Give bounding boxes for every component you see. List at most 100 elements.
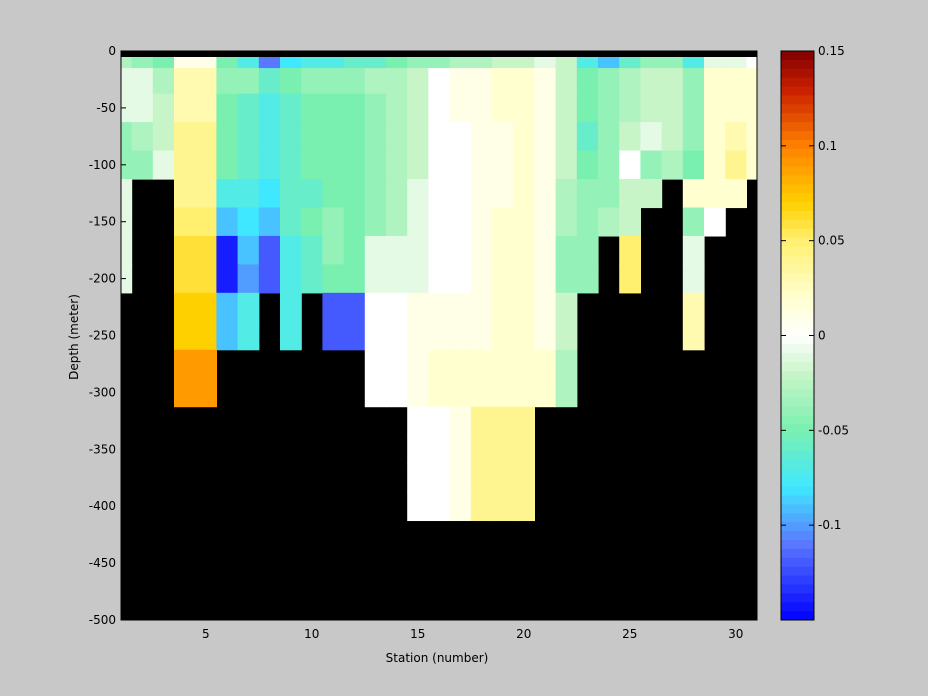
heatmap-cell bbox=[195, 68, 217, 95]
heatmap-cell bbox=[386, 264, 408, 294]
heatmap-cell bbox=[619, 122, 641, 152]
heatmap-cell bbox=[386, 235, 408, 265]
heatmap-cell bbox=[301, 150, 323, 180]
heatmap-cell bbox=[216, 179, 239, 209]
x-tick-label: 15 bbox=[410, 627, 425, 641]
heatmap-cell bbox=[195, 93, 217, 123]
heatmap-cell bbox=[280, 321, 302, 351]
x-tick-label: 30 bbox=[728, 627, 743, 641]
heatmap-cell bbox=[343, 122, 366, 152]
heatmap-cell bbox=[428, 463, 451, 493]
heatmap-cell bbox=[576, 150, 599, 180]
heatmap-cell bbox=[492, 463, 514, 493]
heatmap-cell bbox=[152, 122, 175, 152]
heatmap-cell bbox=[174, 264, 196, 294]
heatmap-cell bbox=[428, 179, 451, 209]
colorbar-swatch bbox=[781, 86, 814, 96]
heatmap-cell bbox=[216, 150, 239, 180]
heatmap-cell bbox=[258, 68, 281, 95]
colorbar-swatch bbox=[781, 477, 814, 488]
heatmap-cell bbox=[682, 122, 705, 152]
heatmap-cell bbox=[534, 150, 557, 180]
heatmap-cell bbox=[237, 179, 260, 209]
colorbar-swatch bbox=[781, 593, 814, 603]
heatmap-cell bbox=[280, 150, 302, 180]
heatmap-cell bbox=[428, 150, 451, 180]
heatmap-cell bbox=[301, 93, 323, 123]
heatmap-cell bbox=[131, 122, 154, 152]
heatmap-cell bbox=[121, 93, 133, 123]
heatmap-cell bbox=[598, 207, 620, 237]
heatmap-cell bbox=[449, 179, 472, 209]
heatmap-cell bbox=[555, 292, 578, 322]
heatmap-cell bbox=[195, 235, 217, 265]
heatmap-cell bbox=[407, 122, 429, 152]
heatmap-cell bbox=[513, 292, 535, 322]
heatmap-cell bbox=[407, 463, 429, 493]
heatmap-cell bbox=[576, 235, 599, 265]
heatmap-cell bbox=[576, 68, 599, 95]
heatmap-cell bbox=[131, 68, 154, 95]
heatmap-cell bbox=[131, 150, 154, 180]
heatmap-plot-area bbox=[121, 51, 758, 620]
heatmap-cell bbox=[449, 68, 472, 95]
heatmap-cell bbox=[386, 179, 408, 209]
heatmap-cell bbox=[746, 68, 758, 95]
heatmap-cell bbox=[121, 264, 133, 294]
colorbar-swatch bbox=[781, 317, 814, 328]
colorbar-swatch bbox=[781, 379, 814, 390]
heatmap-cell bbox=[280, 122, 302, 152]
heatmap-cell bbox=[492, 292, 514, 322]
heatmap-cell bbox=[301, 68, 323, 95]
heatmap-cell bbox=[555, 68, 578, 95]
heatmap-cell bbox=[216, 264, 239, 294]
heatmap-cell bbox=[470, 292, 493, 322]
heatmap-cell bbox=[598, 93, 620, 123]
colorbar-swatch bbox=[781, 148, 814, 159]
heatmap-cell bbox=[513, 179, 535, 209]
x-axis: 5 10 15 20 25 30 bbox=[202, 615, 743, 641]
heatmap-cell bbox=[555, 264, 578, 294]
heatmap-cell bbox=[513, 463, 535, 493]
heatmap-cell bbox=[576, 179, 599, 209]
heatmap-cell bbox=[725, 93, 747, 123]
heatmap-cell bbox=[237, 235, 260, 265]
heatmap-cell bbox=[555, 321, 578, 351]
heatmap-cell bbox=[216, 292, 239, 322]
colorbar-swatch bbox=[781, 513, 814, 523]
heatmap-cell bbox=[682, 68, 705, 95]
heatmap-cell bbox=[534, 292, 557, 322]
heatmap-cell bbox=[661, 122, 684, 152]
x-tick-label: 5 bbox=[202, 627, 210, 641]
heatmap-cell bbox=[555, 93, 578, 123]
heatmap-cell bbox=[534, 179, 557, 209]
heatmap-cell bbox=[121, 150, 133, 180]
heatmap-cell bbox=[555, 150, 578, 180]
heatmap-cell bbox=[152, 150, 175, 180]
heatmap-cell bbox=[428, 264, 451, 294]
heatmap-cell bbox=[407, 491, 429, 522]
colorbar-swatch bbox=[781, 406, 814, 417]
heatmap-cell bbox=[704, 122, 726, 152]
heatmap-cell bbox=[174, 235, 196, 265]
heatmap-cell bbox=[428, 235, 451, 265]
colorbar-swatch bbox=[781, 246, 814, 256]
heatmap-cell bbox=[449, 150, 472, 180]
colorbar-swatch bbox=[781, 282, 814, 292]
heatmap-cell bbox=[470, 122, 493, 152]
heatmap-cell bbox=[428, 321, 451, 351]
heatmap-cell bbox=[364, 235, 387, 265]
heatmap-cell bbox=[682, 150, 705, 180]
y-tick-label: -200 bbox=[89, 272, 116, 286]
heatmap-cell bbox=[682, 264, 705, 294]
heatmap-cell bbox=[492, 122, 514, 152]
heatmap-cell bbox=[237, 207, 260, 237]
heatmap-cell bbox=[449, 435, 472, 465]
heatmap-cell bbox=[492, 150, 514, 180]
heatmap-cell bbox=[407, 292, 429, 322]
heatmap-cell bbox=[534, 122, 557, 152]
colorbar-swatch bbox=[781, 531, 814, 541]
heatmap-cell bbox=[492, 68, 514, 95]
colorbar-swatch bbox=[781, 95, 814, 105]
colorbar-swatch bbox=[781, 459, 814, 470]
